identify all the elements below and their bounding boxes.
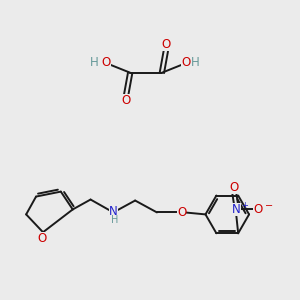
Text: O: O	[230, 181, 239, 194]
Text: −: −	[265, 200, 273, 211]
Text: O: O	[177, 206, 186, 219]
Text: N: N	[232, 203, 241, 216]
Text: N: N	[109, 205, 118, 218]
Text: O: O	[122, 94, 131, 107]
Text: H: H	[111, 215, 118, 225]
Text: H: H	[90, 56, 98, 69]
Text: O: O	[38, 232, 46, 245]
Text: H: H	[191, 56, 200, 69]
Text: O: O	[102, 56, 111, 69]
Text: O: O	[181, 56, 190, 69]
Text: +: +	[241, 201, 248, 210]
Text: O: O	[161, 38, 170, 52]
Text: O: O	[254, 203, 262, 216]
